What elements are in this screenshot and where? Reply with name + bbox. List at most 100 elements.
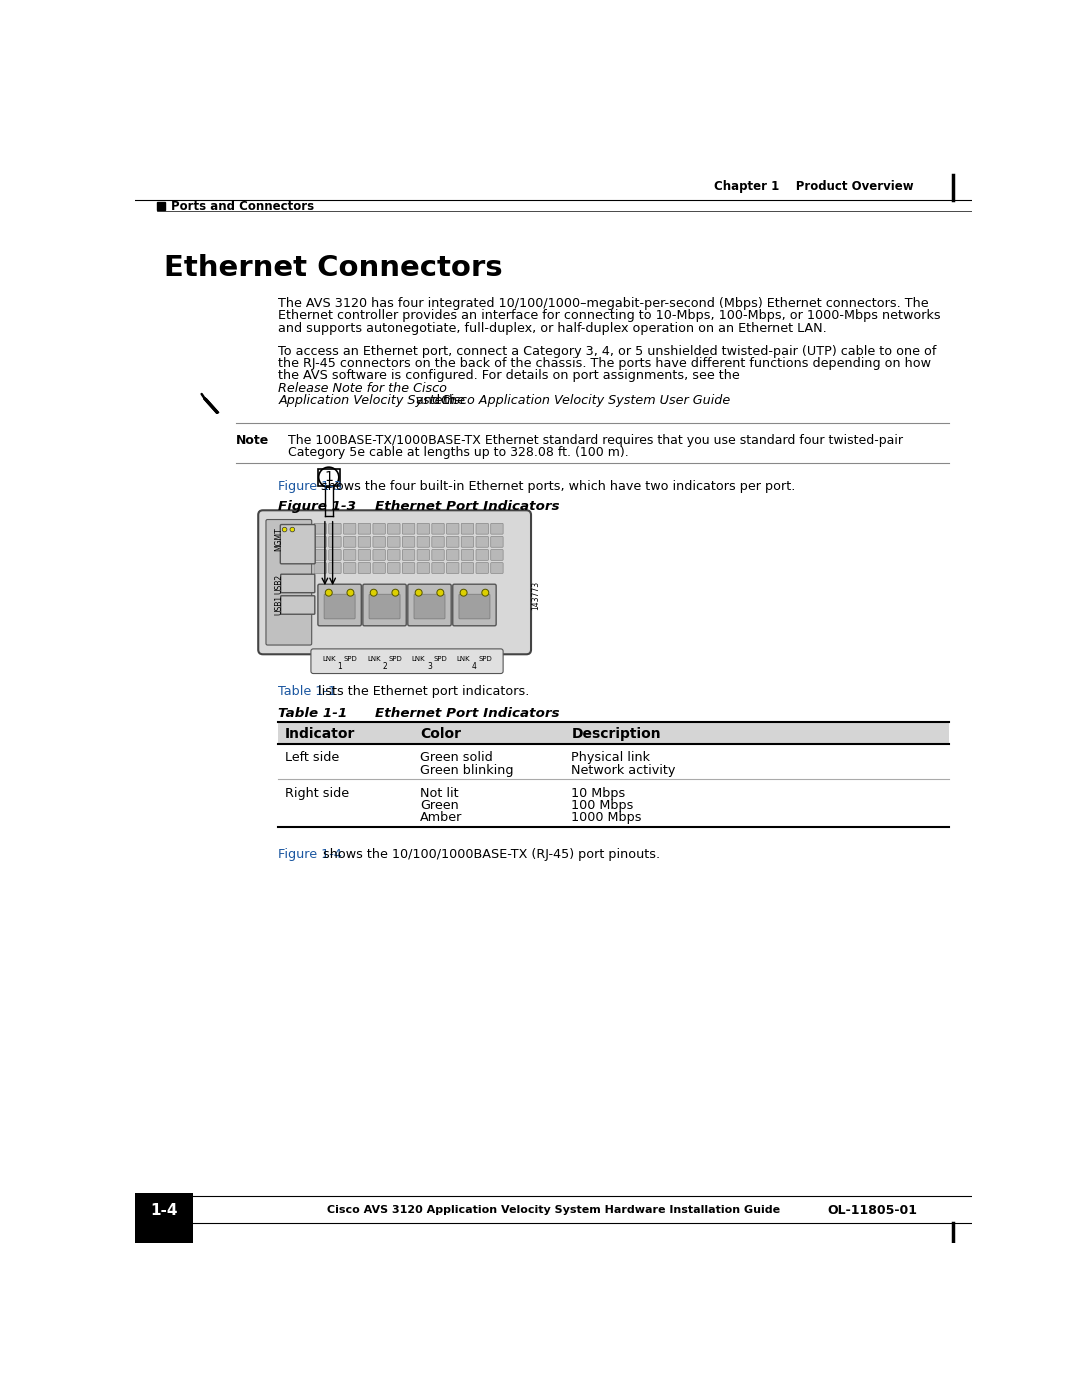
FancyBboxPatch shape <box>432 563 444 573</box>
FancyBboxPatch shape <box>408 584 451 626</box>
FancyBboxPatch shape <box>388 524 400 534</box>
Text: 1-4: 1-4 <box>150 1203 177 1218</box>
Text: Green solid: Green solid <box>420 752 492 764</box>
Text: Table 1-1: Table 1-1 <box>279 707 348 719</box>
FancyBboxPatch shape <box>403 563 415 573</box>
FancyBboxPatch shape <box>490 563 503 573</box>
Text: SPD: SPD <box>478 657 492 662</box>
Text: 100 Mbps: 100 Mbps <box>571 799 634 812</box>
FancyBboxPatch shape <box>258 510 531 654</box>
Text: Not lit: Not lit <box>420 787 459 799</box>
Text: MGMT: MGMT <box>274 527 283 550</box>
FancyBboxPatch shape <box>446 524 459 534</box>
Text: Figure 1-3: Figure 1-3 <box>279 481 342 493</box>
Text: Ethernet Port Indicators: Ethernet Port Indicators <box>375 500 559 513</box>
FancyBboxPatch shape <box>266 520 312 645</box>
Text: The AVS 3120 has four integrated 10/100/1000–megabit-per-second (Mbps) Ethernet : The AVS 3120 has four integrated 10/100/… <box>279 298 929 310</box>
Circle shape <box>482 590 489 597</box>
FancyBboxPatch shape <box>417 549 430 560</box>
FancyBboxPatch shape <box>417 563 430 573</box>
FancyBboxPatch shape <box>359 563 370 573</box>
FancyBboxPatch shape <box>476 524 488 534</box>
FancyBboxPatch shape <box>373 536 386 548</box>
Text: Release Note for the Cisco: Release Note for the Cisco <box>279 381 447 395</box>
FancyBboxPatch shape <box>446 563 459 573</box>
FancyBboxPatch shape <box>343 536 356 548</box>
Text: lists the Ethernet port indicators.: lists the Ethernet port indicators. <box>314 685 529 698</box>
FancyBboxPatch shape <box>388 563 400 573</box>
FancyBboxPatch shape <box>490 524 503 534</box>
FancyBboxPatch shape <box>476 549 488 560</box>
FancyBboxPatch shape <box>432 524 444 534</box>
Text: Ethernet controller provides an interface for connecting to 10-Mbps, 100-Mbps, o: Ethernet controller provides an interfac… <box>279 309 941 323</box>
FancyBboxPatch shape <box>414 594 445 619</box>
FancyBboxPatch shape <box>343 563 356 573</box>
Text: Left side: Left side <box>284 752 339 764</box>
FancyBboxPatch shape <box>490 549 503 560</box>
FancyBboxPatch shape <box>432 536 444 548</box>
FancyBboxPatch shape <box>328 536 341 548</box>
FancyBboxPatch shape <box>363 584 406 626</box>
FancyBboxPatch shape <box>461 524 474 534</box>
FancyBboxPatch shape <box>369 594 400 619</box>
Text: SPD: SPD <box>343 657 357 662</box>
Text: Ethernet Connectors: Ethernet Connectors <box>164 254 503 282</box>
FancyBboxPatch shape <box>314 563 326 573</box>
Text: LNK: LNK <box>322 657 336 662</box>
Text: Category 5e cable at lengths up to 328.08 ft. (100 m).: Category 5e cable at lengths up to 328.0… <box>288 447 630 460</box>
FancyBboxPatch shape <box>461 536 474 548</box>
Text: 4: 4 <box>472 662 477 671</box>
FancyBboxPatch shape <box>328 524 341 534</box>
Circle shape <box>392 590 399 597</box>
FancyBboxPatch shape <box>281 524 315 564</box>
Circle shape <box>437 590 444 597</box>
FancyBboxPatch shape <box>446 549 459 560</box>
Text: shows the 10/100/1000BASE-TX (RJ-45) port pinouts.: shows the 10/100/1000BASE-TX (RJ-45) por… <box>319 848 660 862</box>
FancyBboxPatch shape <box>314 524 326 534</box>
Text: Table 1-1: Table 1-1 <box>279 685 337 698</box>
FancyBboxPatch shape <box>432 549 444 560</box>
FancyBboxPatch shape <box>328 563 341 573</box>
FancyBboxPatch shape <box>373 563 386 573</box>
Bar <box>157 201 165 210</box>
FancyBboxPatch shape <box>359 549 370 560</box>
Text: 3: 3 <box>427 662 432 671</box>
Text: Figure 1-4: Figure 1-4 <box>279 848 342 862</box>
Text: the AVS software is configured. For details on port assignments, see the: the AVS software is configured. For deta… <box>279 369 744 383</box>
Text: Physical link: Physical link <box>571 752 650 764</box>
Text: LNK: LNK <box>367 657 380 662</box>
Text: and the: and the <box>411 394 469 407</box>
Text: Note: Note <box>235 434 269 447</box>
Text: Cisco Application Velocity System User Guide: Cisco Application Velocity System User G… <box>441 394 730 407</box>
Text: OL-11805-01: OL-11805-01 <box>827 1204 918 1217</box>
Text: LNK: LNK <box>457 657 471 662</box>
FancyBboxPatch shape <box>373 549 386 560</box>
FancyBboxPatch shape <box>281 595 314 615</box>
Text: 10 Mbps: 10 Mbps <box>571 787 625 799</box>
Text: Ethernet Port Indicators: Ethernet Port Indicators <box>375 707 559 719</box>
FancyBboxPatch shape <box>314 536 326 548</box>
Bar <box>135 1193 193 1243</box>
Text: Amber: Amber <box>420 812 462 824</box>
Text: 2: 2 <box>382 662 387 671</box>
FancyBboxPatch shape <box>311 648 503 673</box>
FancyBboxPatch shape <box>403 549 415 560</box>
Text: USB1: USB1 <box>274 595 283 615</box>
FancyBboxPatch shape <box>388 549 400 560</box>
Text: To access an Ethernet port, connect a Category 3, 4, or 5 unshielded twisted-pai: To access an Ethernet port, connect a Ca… <box>279 345 936 358</box>
Text: Application Velocity System: Application Velocity System <box>279 394 456 407</box>
FancyBboxPatch shape <box>359 524 370 534</box>
Text: Description: Description <box>571 726 661 740</box>
Text: and supports autonegotiate, full-duplex, or half-duplex operation on an Ethernet: and supports autonegotiate, full-duplex,… <box>279 321 827 335</box>
FancyBboxPatch shape <box>417 524 430 534</box>
Text: .: . <box>663 394 667 407</box>
Text: Cisco AVS 3120 Application Velocity System Hardware Installation Guide: Cisco AVS 3120 Application Velocity Syst… <box>327 1206 780 1215</box>
Text: 1: 1 <box>337 662 342 671</box>
Bar <box>318 469 339 486</box>
FancyBboxPatch shape <box>281 574 314 592</box>
Circle shape <box>460 590 467 597</box>
Text: SPD: SPD <box>389 657 402 662</box>
Text: Figure 1-3: Figure 1-3 <box>279 500 356 513</box>
Text: 143773: 143773 <box>531 581 540 610</box>
FancyBboxPatch shape <box>476 536 488 548</box>
